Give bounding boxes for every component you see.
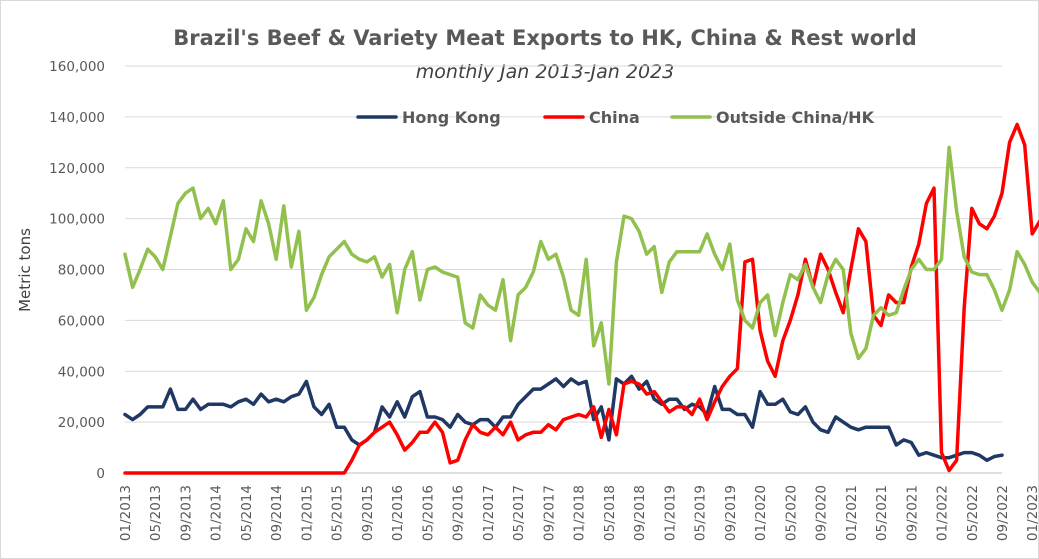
legend-label-china: China: [589, 108, 640, 127]
x-tick-label: 09/2018: [632, 485, 648, 541]
chart-title: Brazil's Beef & Variety Meat Exports to …: [173, 26, 917, 50]
y-axis-label: Metric tons: [16, 228, 34, 312]
chart-subtitle: monthly Jan 2013-Jan 2023: [416, 61, 674, 83]
x-tick-label: 05/2018: [602, 485, 618, 541]
x-tick-label: 05/2020: [783, 485, 799, 541]
x-tick-label: 01/2021: [844, 485, 860, 541]
x-tick-label: 09/2016: [451, 485, 467, 541]
x-tick-label: 01/2015: [299, 485, 315, 541]
series-line-china: [123, 122, 1039, 475]
x-tick-label: 01/2023: [1025, 485, 1039, 541]
y-tick-label: 0: [96, 466, 105, 482]
x-tick-label: 01/2018: [572, 485, 588, 541]
y-tick-label: 80,000: [58, 263, 105, 279]
x-tick-label: 01/2019: [662, 485, 678, 541]
x-tick-label: 09/2013: [178, 485, 194, 541]
x-tick-label: 09/2022: [995, 485, 1011, 541]
x-tick-label: 09/2020: [814, 485, 830, 541]
y-tick-label: 120,000: [49, 161, 105, 177]
x-tick-label: 05/2016: [420, 485, 436, 541]
x-tick-label: 09/2017: [541, 485, 557, 541]
y-tick-label: 60,000: [58, 313, 105, 329]
x-tick-label: 05/2015: [330, 485, 346, 541]
series-line-hong-kong: [123, 374, 1004, 463]
x-tick-label: 01/2017: [481, 485, 497, 541]
x-tick-label: 09/2014: [269, 485, 285, 541]
series-lines: [123, 122, 1039, 475]
series-line-outside-china-hk: [123, 145, 1039, 386]
x-tick-label: 01/2022: [935, 485, 951, 541]
x-tick-label: 05/2021: [874, 485, 890, 541]
legend: Hong Kong China Outside China/HK: [356, 108, 875, 127]
x-tick-label: 05/2017: [511, 485, 527, 541]
x-tick-label: 05/2022: [965, 485, 981, 541]
x-tick-label: 09/2015: [360, 485, 376, 541]
x-tick-label: 01/2013: [118, 485, 134, 541]
y-tick-label: 160,000: [49, 59, 105, 75]
x-tick-label: 01/2016: [390, 485, 406, 541]
gridlines: [125, 65, 1002, 423]
legend-label-outside-china-hk: Outside China/HK: [716, 108, 875, 127]
x-tick-label: 01/2020: [753, 485, 769, 541]
y-tick-label: 20,000: [58, 415, 105, 431]
legend-label-hong-kong: Hong Kong: [402, 108, 501, 127]
x-tick-label: 05/2019: [693, 485, 709, 541]
y-tick-label: 140,000: [49, 110, 105, 126]
y-tick-label: 100,000: [49, 212, 105, 228]
x-tick-label: 09/2021: [904, 485, 920, 541]
y-tick-label: 40,000: [58, 364, 105, 380]
x-tick-label: 05/2014: [239, 485, 255, 541]
axes: 0 20,000 40,000 60,000 80,000 100,000 120,000 1…: [49, 59, 1039, 541]
x-tick-label: 01/2014: [209, 485, 225, 541]
x-tick-label: 09/2019: [723, 485, 739, 541]
x-tick-label: 05/2013: [148, 485, 164, 541]
